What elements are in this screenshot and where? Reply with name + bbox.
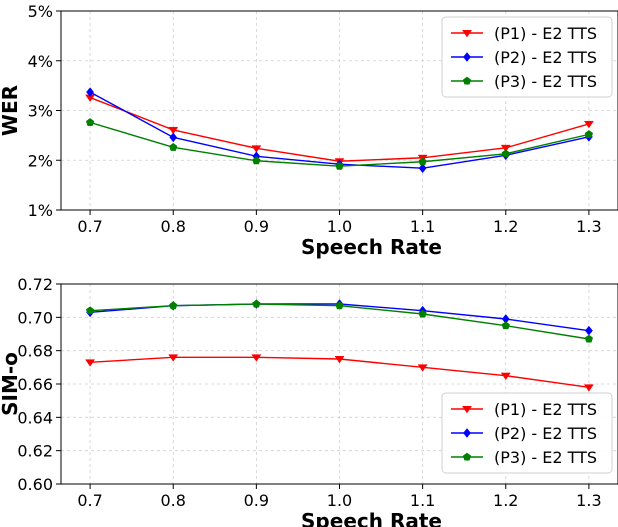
data-point xyxy=(418,157,427,166)
data-point xyxy=(417,364,428,372)
x-tick-label: 0.8 xyxy=(161,491,186,510)
y-axis: 0.60 0.62 0.64 0.66 0.68 0.70 0.72 SIM-o xyxy=(0,275,61,494)
x-tick-label: 1.0 xyxy=(327,217,352,236)
data-point xyxy=(85,306,95,315)
data-point xyxy=(168,354,179,362)
legend-marker xyxy=(462,76,472,85)
series-p1 xyxy=(85,354,594,392)
data-point xyxy=(583,120,594,129)
y-tick-label: 3% xyxy=(28,102,53,121)
data-point xyxy=(168,126,179,135)
x-tick-label: 0.7 xyxy=(77,217,102,236)
data-point xyxy=(85,359,96,367)
data-point xyxy=(252,299,261,308)
y-tick-label: 0.70 xyxy=(17,308,53,327)
data-point xyxy=(169,132,178,143)
data-point xyxy=(584,130,594,138)
x-tick-label: 1.3 xyxy=(576,491,601,510)
data-point xyxy=(500,372,511,381)
data-point xyxy=(584,334,594,343)
x-tick-label: 1.1 xyxy=(410,491,435,510)
x-tick-label: 1.2 xyxy=(493,491,518,510)
legend-item: (P2) - E2 TTS xyxy=(451,424,597,443)
x-tick-label: 0.8 xyxy=(161,217,186,236)
y-axis-label: WER xyxy=(0,85,22,136)
data-point xyxy=(501,321,510,330)
legend: (P1) - E2 TTS (P2) - E2 TTS (P3) - E2 TTS xyxy=(441,16,613,98)
y-tick-label: 0.66 xyxy=(17,375,53,394)
x-tick-label: 0.9 xyxy=(244,491,269,510)
chart-sim-o: 0.7 0.8 0.9 1.0 1.1 1.2 1.3 Speech Rate 0.60 0.62… xyxy=(0,275,618,527)
series-p3 xyxy=(85,118,594,170)
legend-box xyxy=(441,16,613,98)
y-tick-label: 1% xyxy=(28,201,53,220)
x-axis: 0.7 0.8 0.9 1.0 1.1 1.2 1.3 Speech Rate xyxy=(77,210,602,259)
legend-marker xyxy=(462,452,472,461)
y-tick-label: 0.68 xyxy=(17,342,53,361)
legend-item: (P3) - E2 TTS xyxy=(451,72,597,91)
legend-item: (P1) - E2 TTS xyxy=(451,400,597,419)
x-axis: 0.7 0.8 0.9 1.0 1.1 1.2 1.3 Speech Rate xyxy=(77,484,602,527)
y-axis-label: SIM-o xyxy=(0,352,22,416)
legend: (P1) - E2 TTS (P2) - E2 TTS (P3) - E2 TTS xyxy=(441,392,613,474)
legend-label: (P3) - E2 TTS xyxy=(494,72,597,91)
series-p1 xyxy=(85,94,594,166)
data-point xyxy=(501,149,510,158)
y-tick-label: 0.60 xyxy=(17,475,53,494)
legend-label: (P1) - E2 TTS xyxy=(494,24,597,43)
legend-item: (P2) - E2 TTS xyxy=(451,48,597,67)
series-p3 xyxy=(85,299,594,343)
data-point xyxy=(252,156,261,165)
x-tick-label: 1.3 xyxy=(576,217,601,236)
legend-item: (P3) - E2 TTS xyxy=(451,448,597,467)
data-point xyxy=(500,144,511,153)
x-tick-label: 1.0 xyxy=(327,491,352,510)
legend-marker xyxy=(462,406,472,414)
data-point xyxy=(584,325,593,336)
data-point xyxy=(86,87,95,97)
x-tick-label: 0.9 xyxy=(244,217,269,236)
x-tick-label: 1.2 xyxy=(493,217,518,236)
data-point xyxy=(85,118,95,126)
legend-label: (P1) - E2 TTS xyxy=(494,400,597,419)
y-tick-label: 5% xyxy=(28,2,53,21)
y-tick-label: 4% xyxy=(28,52,53,71)
chart-wer: 0.7 0.8 0.9 1.0 1.1 1.2 1.3 Speech Rate 1% 2% 3% 4%… xyxy=(0,2,618,259)
x-axis-label: Speech Rate xyxy=(301,235,442,259)
y-tick-label: 0.64 xyxy=(17,408,53,427)
data-point xyxy=(583,384,594,392)
data-point xyxy=(334,356,345,364)
x-axis-label: Speech Rate xyxy=(301,509,442,527)
x-tick-label: 0.7 xyxy=(77,491,102,510)
legend-box xyxy=(441,392,613,474)
y-tick-label: 0.72 xyxy=(17,275,53,294)
y-tick-label: 2% xyxy=(28,151,53,170)
legend-label: (P2) - E2 TTS xyxy=(494,48,597,67)
legend-marker xyxy=(463,52,471,62)
data-point xyxy=(418,309,427,318)
x-tick-label: 1.1 xyxy=(410,217,435,236)
legend-label: (P3) - E2 TTS xyxy=(494,448,597,467)
data-point xyxy=(418,163,427,174)
legend-marker xyxy=(463,428,471,438)
data-point xyxy=(335,301,344,310)
y-tick-label: 0.62 xyxy=(17,442,53,461)
data-point xyxy=(335,161,344,170)
data-point xyxy=(251,145,262,153)
data-point xyxy=(251,354,262,362)
series-p2 xyxy=(86,87,593,174)
legend-marker xyxy=(462,30,472,38)
legend-item: (P1) - E2 TTS xyxy=(451,24,597,43)
data-point xyxy=(169,301,178,310)
legend-label: (P2) - E2 TTS xyxy=(494,424,597,443)
data-point xyxy=(169,142,178,151)
y-axis: 1% 2% 3% 4% 5% WER xyxy=(0,2,61,220)
